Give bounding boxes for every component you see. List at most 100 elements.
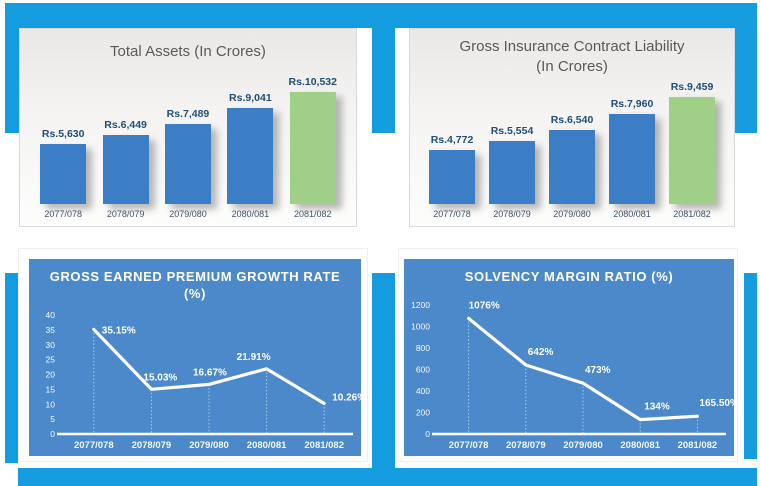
chart-title: Total Assets (In Crores) bbox=[110, 43, 266, 60]
category-label: 2077/078 bbox=[449, 440, 489, 451]
bar-column: Rs.4,772 bbox=[422, 134, 482, 204]
chart-title-line2: (%) bbox=[183, 286, 207, 301]
y-axis-tick-label: 35 bbox=[46, 325, 56, 335]
category-label: 2078/079 bbox=[106, 209, 145, 219]
point-data-label: 165.50% bbox=[699, 398, 734, 409]
accent-column-bottom-center bbox=[372, 273, 395, 486]
point-data-label: 473% bbox=[585, 365, 611, 376]
bar-plot: Rs.4,772 Rs.5,554 Rs.6,540 Rs.7,960 Rs.9,459 bbox=[410, 77, 734, 204]
bar bbox=[164, 124, 211, 204]
y-axis-tick-label: 5 bbox=[50, 414, 55, 424]
bar-column: Rs.7,960 bbox=[602, 98, 662, 204]
category-label: 2079/080 bbox=[189, 440, 229, 451]
line-plot-svg: 0 5 10 15 20 25 30 35 40 35.15% 2077/078 15.03% 2078… bbox=[46, 310, 361, 451]
point-data-label: 21.91% bbox=[237, 352, 271, 363]
y-axis-tick-label: 600 bbox=[416, 365, 430, 375]
point-data-label: 16.67% bbox=[193, 367, 227, 378]
solvency-margin-ratio-chart-card: SOLVENCY MARGIN RATIO (%) 0 200 400 600 800 1… bbox=[398, 248, 738, 462]
y-axis-tick-label: 25 bbox=[46, 355, 56, 365]
category-label: 2081/082 bbox=[293, 209, 332, 219]
line-plot-svg: 0 200 400 600 800 1000 1200 1076% 2077/078 642% 20… bbox=[411, 300, 734, 451]
bar bbox=[429, 150, 475, 204]
bar bbox=[669, 97, 715, 204]
bar bbox=[549, 130, 595, 204]
category-label: 2079/080 bbox=[553, 209, 591, 219]
accent-column-top-center bbox=[372, 26, 395, 133]
accent-column-top-left bbox=[5, 26, 19, 133]
category-label: 2081/082 bbox=[678, 440, 718, 451]
y-axis-tick-label: 1200 bbox=[411, 300, 430, 310]
bar bbox=[289, 92, 336, 204]
bar-column: Rs.6,449 bbox=[94, 119, 156, 204]
accent-column-bottom-left bbox=[5, 273, 18, 463]
y-axis-tick-label: 20 bbox=[46, 370, 56, 380]
point-data-label: 134% bbox=[644, 402, 670, 413]
category-label: 2080/081 bbox=[613, 209, 651, 219]
gross-earned-premium-growth-chart-card: GROSS EARNED PREMIUM GROWTH RATE (%) 0 5 1… bbox=[18, 248, 368, 462]
y-axis-tick-label: 30 bbox=[46, 340, 56, 350]
y-axis-tick-label: 0 bbox=[50, 429, 55, 439]
y-axis-tick-label: 10 bbox=[46, 399, 56, 409]
bar-column: Rs.9,041 bbox=[219, 92, 281, 204]
category-axis: 2077/078 2078/079 2079/080 2080/081 2081/082 bbox=[20, 204, 356, 226]
bar-column: Rs.9,459 bbox=[662, 81, 722, 204]
bar-value-label: Rs.10,532 bbox=[288, 76, 337, 88]
category-label: 2077/078 bbox=[433, 209, 471, 219]
bar-column: Rs.10,532 bbox=[282, 76, 344, 204]
point-data-label: 35.15% bbox=[102, 325, 136, 336]
category-label: 2077/078 bbox=[74, 440, 114, 451]
bar-value-label: Rs.6,540 bbox=[550, 114, 594, 126]
category-label: 2081/082 bbox=[673, 209, 711, 219]
y-axis-tick-label: 400 bbox=[416, 386, 430, 396]
bar bbox=[489, 141, 535, 204]
chart-title: Gross Insurance Contract Liability (In C… bbox=[418, 37, 726, 77]
bar-value-label: Rs.6,449 bbox=[104, 119, 147, 131]
gross-insurance-liability-chart-card: Gross Insurance Contract Liability (In C… bbox=[409, 28, 735, 227]
bar-column: Rs.5,630 bbox=[32, 128, 94, 204]
bar-value-label: Rs.7,489 bbox=[166, 108, 210, 120]
y-axis-tick-label: 200 bbox=[416, 408, 430, 418]
point-data-label: 1076% bbox=[469, 300, 500, 311]
category-label: 2080/081 bbox=[620, 440, 660, 451]
category-label: 2080/081 bbox=[247, 440, 287, 451]
accent-column-bottom-right bbox=[744, 273, 757, 459]
data-line bbox=[92, 327, 326, 406]
line-chart-area: GROSS EARNED PREMIUM GROWTH RATE (%) 0 5 1… bbox=[29, 259, 361, 456]
bar bbox=[102, 135, 149, 204]
category-label: 2078/079 bbox=[506, 440, 546, 451]
bar-column: Rs.5,554 bbox=[482, 125, 542, 204]
category-axis: 2077/078 2078/079 2079/080 2080/081 2081/082 bbox=[410, 204, 734, 226]
total-assets-chart-card: Total Assets (In Crores) Rs.5,630 Rs.6,44… bbox=[19, 28, 357, 227]
point-data-label: 642% bbox=[528, 347, 554, 358]
data-line bbox=[466, 316, 699, 422]
y-axis-tick-label: 15 bbox=[46, 384, 56, 394]
category-label: 2079/080 bbox=[563, 440, 603, 451]
category-label: 2080/081 bbox=[231, 209, 270, 219]
accent-bar-top bbox=[5, 3, 757, 28]
line-chart-area: SOLVENCY MARGIN RATIO (%) 0 200 400 600 800 1… bbox=[404, 259, 734, 456]
chart-title-line1: GROSS EARNED PREMIUM GROWTH RATE bbox=[49, 269, 341, 284]
category-label: 2078/079 bbox=[493, 209, 531, 219]
bar-value-label: Rs.7,960 bbox=[610, 98, 654, 110]
y-axis-tick-label: 40 bbox=[46, 310, 56, 320]
chart-title: SOLVENCY MARGIN RATIO (%) bbox=[464, 269, 674, 284]
category-label: 2077/078 bbox=[44, 209, 82, 219]
bar-value-label: Rs.4,772 bbox=[430, 134, 474, 146]
chart-title: GROSS EARNED PREMIUM GROWTH RATE (%) bbox=[29, 259, 361, 302]
accent-column-top-right bbox=[735, 26, 757, 133]
point-data-label: 15.03% bbox=[143, 372, 177, 383]
y-axis-tick-label: 800 bbox=[416, 343, 430, 353]
bar bbox=[227, 108, 274, 204]
chart-title-line2: (In Crores) bbox=[536, 58, 608, 75]
category-label: 2078/079 bbox=[132, 440, 172, 451]
category-label: 2081/082 bbox=[304, 440, 344, 451]
bar-value-label: Rs.5,554 bbox=[490, 125, 534, 137]
accent-bar-bottom bbox=[18, 468, 757, 486]
bar-column: Rs.7,489 bbox=[157, 108, 219, 204]
bar bbox=[609, 114, 655, 204]
bar-value-label: Rs.9,459 bbox=[670, 81, 714, 93]
chart-title-line1: Gross Insurance Contract Liability bbox=[459, 38, 685, 55]
bar-column: Rs.6,540 bbox=[542, 114, 602, 204]
bar-value-label: Rs.5,630 bbox=[41, 128, 85, 140]
